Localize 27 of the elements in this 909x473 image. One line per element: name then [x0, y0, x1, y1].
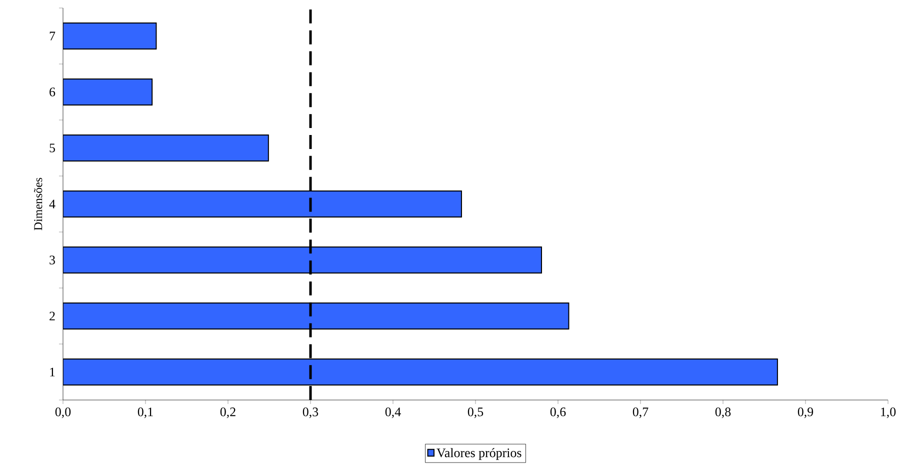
y-tick-label: 4 — [49, 200, 56, 208]
y-tick-label: 3 — [50, 256, 55, 264]
y-tick-label: 5 — [50, 144, 55, 152]
y-tick-label: 7 — [50, 32, 56, 40]
x-tick-label: 0,7 — [632, 408, 648, 418]
x-tick-label: 0,4 — [385, 408, 401, 418]
legend-label: Valores próprios — [436, 448, 522, 460]
x-tick-label: 0,2 — [220, 408, 236, 418]
y-tick-label: 6 — [50, 88, 56, 96]
x-tick-label: 0,5 — [468, 408, 484, 418]
bar — [63, 134, 269, 162]
x-tick-label: 0,1 — [138, 408, 153, 418]
bar — [63, 78, 153, 106]
bar — [63, 358, 778, 386]
x-tick-label: 1,0 — [881, 408, 896, 418]
x-tick-label: 0,8 — [715, 408, 731, 418]
y-axis-title: Dimensões — [34, 178, 42, 230]
y-tick-label: 1 — [50, 368, 55, 376]
x-tick-label: 0,6 — [550, 408, 566, 418]
x-tick-label: 0,0 — [55, 408, 71, 418]
x-tick-label: 0,3 — [302, 408, 318, 418]
bar — [63, 246, 542, 274]
y-tick-label: 2 — [50, 312, 55, 320]
bar — [63, 22, 157, 50]
bar — [63, 302, 570, 330]
bar — [63, 190, 462, 218]
x-tick-label: 0,9 — [798, 408, 814, 418]
